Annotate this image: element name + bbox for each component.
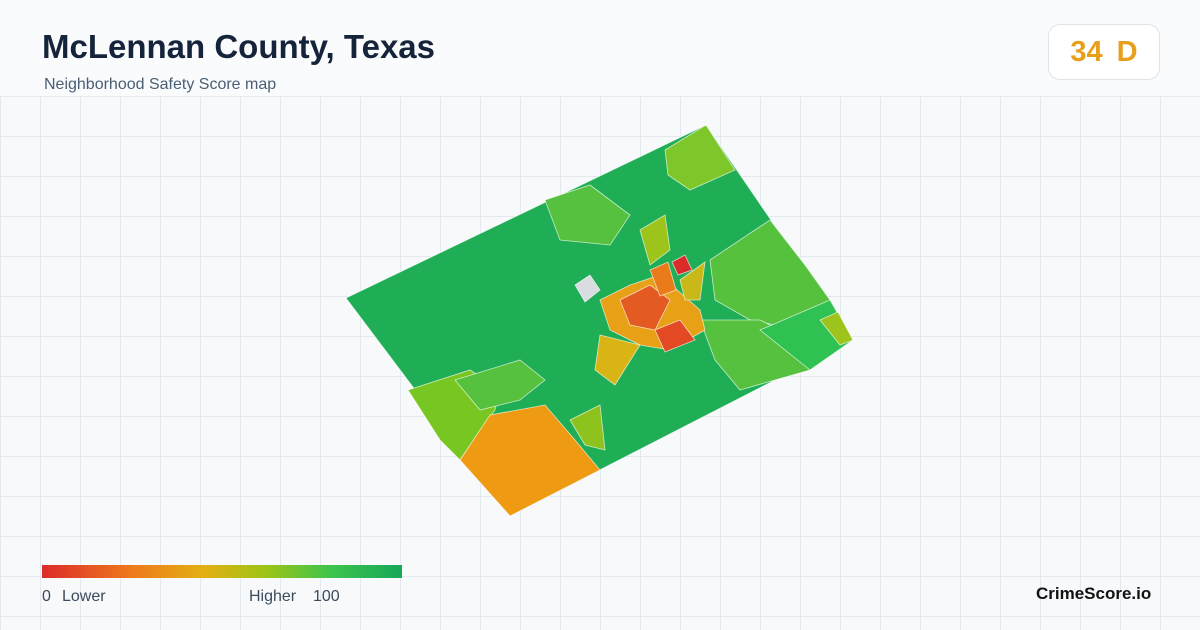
region-no-data <box>574 274 601 303</box>
score-grade: D <box>1116 35 1138 68</box>
title: McLennan County, Texas <box>42 28 436 65</box>
legend-gradient <box>42 565 402 578</box>
legend-min: 0 <box>42 588 51 605</box>
score-badge: 34 D <box>1048 24 1160 80</box>
region <box>459 404 601 517</box>
region <box>654 319 696 353</box>
region <box>619 284 671 331</box>
region <box>639 214 671 266</box>
region <box>679 261 706 301</box>
region <box>594 334 641 386</box>
legend-max-label: Higher <box>249 588 297 605</box>
legend-max: 100 <box>313 588 340 605</box>
region <box>819 311 854 346</box>
region <box>454 359 546 411</box>
region <box>544 184 631 246</box>
region <box>671 254 693 276</box>
region <box>569 404 606 451</box>
subtitle: Neighborhood Safety Score map <box>44 76 277 93</box>
region <box>664 124 736 191</box>
score-value: 34 <box>1070 35 1103 68</box>
region <box>649 261 677 297</box>
header <box>0 0 1200 97</box>
brand: CrimeScore.io <box>1036 584 1152 603</box>
legend-min-label: Lower <box>62 588 106 605</box>
